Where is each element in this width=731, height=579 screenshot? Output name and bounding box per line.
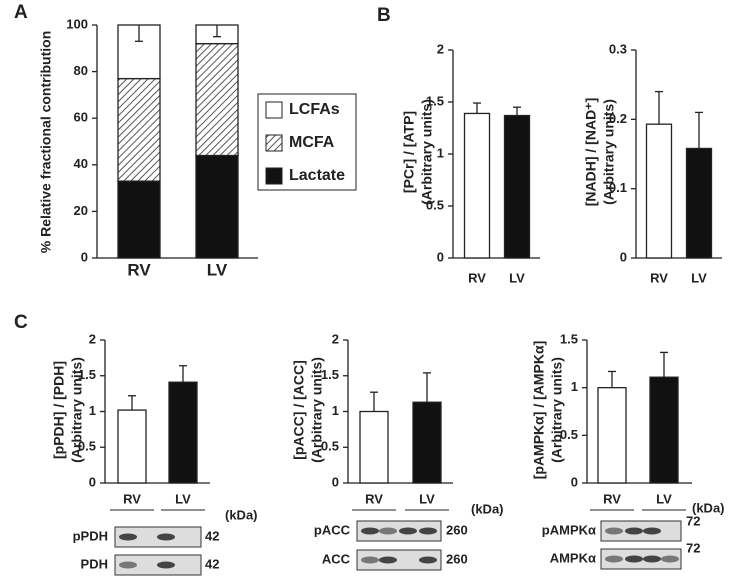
y-tick-label: 100 bbox=[66, 16, 88, 31]
legend-swatch bbox=[265, 134, 283, 152]
bar bbox=[503, 114, 531, 259]
y-tick-label: 0.1 bbox=[609, 180, 627, 195]
bar bbox=[359, 410, 389, 484]
x-tick-label: LV bbox=[656, 491, 672, 506]
blot-row: pAMPKα bbox=[542, 522, 596, 537]
blot-kda: 42 bbox=[205, 556, 219, 571]
x-tick-label: LV bbox=[207, 260, 228, 279]
blot-kda: 72 bbox=[686, 540, 700, 555]
bar bbox=[117, 409, 147, 484]
x-tick-label: LV bbox=[175, 491, 191, 506]
y-tick-label: 1.5 bbox=[321, 367, 339, 382]
legend-label: MCFA bbox=[289, 134, 335, 151]
x-tick-label: RV bbox=[468, 270, 486, 285]
y-axis-label: [pAMPKα] / [AMPKα] bbox=[531, 341, 547, 480]
y-tick-label: 20 bbox=[74, 203, 88, 218]
legend-swatch bbox=[265, 167, 283, 185]
y-tick-label: 1 bbox=[571, 379, 578, 394]
x-tick-label: LV bbox=[509, 270, 525, 285]
y-axis-label: [pPDH] / [PDH] bbox=[51, 361, 67, 459]
y-tick-label: 0 bbox=[571, 474, 578, 489]
y-tick-label: 1 bbox=[332, 403, 339, 418]
bar bbox=[685, 147, 713, 259]
y-tick-label: 0 bbox=[81, 249, 88, 264]
bar bbox=[645, 123, 673, 259]
y-tick-label: 0.5 bbox=[78, 439, 96, 454]
y-axis-label: % Relative fractional contribution bbox=[38, 31, 54, 253]
x-tick-label: RV bbox=[123, 491, 141, 506]
x-tick-label: LV bbox=[419, 491, 435, 506]
x-tick-label: RV bbox=[365, 491, 383, 506]
blot bbox=[114, 520, 682, 576]
y-tick-label: 1 bbox=[437, 145, 444, 160]
blot-bands bbox=[119, 527, 679, 569]
blot-row: ACC bbox=[322, 551, 351, 566]
blot-unit: (kDa) bbox=[692, 500, 725, 515]
y-tick-label: 0.5 bbox=[426, 197, 444, 212]
y-tick-label: 0.5 bbox=[321, 439, 339, 454]
panel-label: A bbox=[14, 2, 28, 23]
bar bbox=[412, 401, 442, 484]
y-tick-label: 0.2 bbox=[609, 111, 627, 126]
x-tick-label: RV bbox=[127, 260, 151, 279]
blot-kda: 260 bbox=[446, 522, 468, 537]
y-tick-label: 0.3 bbox=[609, 41, 627, 56]
y-axis-label: [pACC] / [ACC] bbox=[291, 360, 307, 460]
y-tick-label: 1 bbox=[89, 403, 96, 418]
x-tick-label: RV bbox=[650, 270, 668, 285]
bar bbox=[597, 387, 627, 484]
blot-unit: (kDa) bbox=[471, 501, 504, 516]
y-tick-label: 1.5 bbox=[78, 367, 96, 382]
blot-kda: 260 bbox=[446, 551, 468, 566]
y-tick-label: 0 bbox=[437, 249, 444, 264]
blot-row: pACC bbox=[314, 522, 351, 537]
bar bbox=[649, 376, 679, 484]
y-axis-label: [NADH] / [NAD⁺] bbox=[583, 98, 599, 206]
legend-label: LCFAs bbox=[289, 101, 340, 118]
x-tick-label: LV bbox=[691, 270, 707, 285]
bar bbox=[168, 381, 198, 484]
y-axis-label: (Arbitrary units) bbox=[69, 357, 85, 463]
x-tick-label: RV bbox=[603, 491, 621, 506]
panel-label: C bbox=[14, 312, 28, 333]
y-axis-label: (Arbitrary units) bbox=[549, 357, 565, 463]
y-axis-label: [PCr] / [ATP] bbox=[401, 111, 417, 193]
blot-kda: 72 bbox=[686, 513, 700, 528]
legend-swatch bbox=[265, 101, 283, 119]
bar-segment bbox=[195, 42, 239, 157]
y-axis-label: (Arbitrary units) bbox=[309, 357, 325, 463]
y-tick-label: 2 bbox=[89, 331, 96, 346]
y-axis-label: (Arbitrary units) bbox=[419, 99, 435, 205]
y-tick-label: 2 bbox=[332, 331, 339, 346]
y-tick-label: 1.5 bbox=[426, 93, 444, 108]
legend-box bbox=[257, 93, 357, 191]
y-tick-label: 0 bbox=[620, 249, 627, 264]
y-tick-label: 2 bbox=[437, 41, 444, 56]
y-tick-label: 0 bbox=[332, 474, 339, 489]
panel-label: B bbox=[377, 5, 391, 26]
blot-row: AMPKα bbox=[550, 550, 596, 565]
bar-segment bbox=[195, 154, 239, 259]
bar bbox=[463, 112, 491, 259]
y-tick-label: 0 bbox=[89, 474, 96, 489]
bar-segment bbox=[117, 77, 161, 182]
blot-kda: 42 bbox=[205, 528, 219, 543]
y-tick-label: 80 bbox=[74, 63, 88, 78]
y-tick-label: 60 bbox=[74, 110, 88, 125]
y-tick-label: 0.5 bbox=[560, 427, 578, 442]
blot-row: PDH bbox=[81, 556, 108, 571]
bar-segment bbox=[117, 180, 161, 259]
blot-row: pPDH bbox=[73, 528, 108, 543]
y-tick-label: 40 bbox=[74, 156, 88, 171]
blot-unit: (kDa) bbox=[225, 507, 258, 522]
y-axis-label: (Arbitrary units) bbox=[601, 99, 617, 205]
y-tick-label: 1.5 bbox=[560, 331, 578, 346]
legend-label: Lactate bbox=[289, 167, 345, 184]
